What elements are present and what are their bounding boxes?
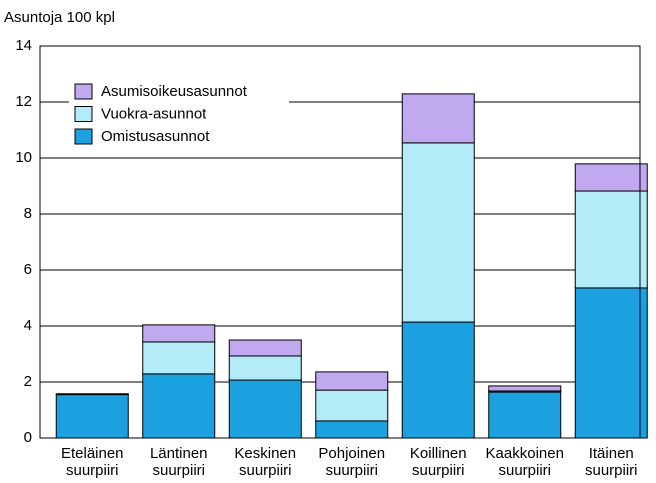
y-tick-label: 6 [24, 261, 32, 278]
y-tick-label: 2 [24, 373, 32, 390]
bar-segment [142, 324, 216, 343]
bar-segment [142, 341, 216, 375]
bar-segment [55, 394, 129, 439]
x-tick-label: Keskinen suurpiiri [234, 445, 296, 479]
y-tick-label: 10 [15, 149, 32, 166]
y-tick-label: 4 [24, 317, 32, 334]
bar-segment [315, 371, 389, 391]
bar-segment [315, 420, 389, 439]
bar-segment [401, 321, 475, 439]
legend-background [69, 78, 289, 152]
bar-segment [488, 385, 562, 392]
bar-segment [574, 287, 648, 439]
bar-segment [488, 391, 562, 439]
legend-swatch [74, 106, 93, 122]
x-tick-label: Koillinen suurpiiri [410, 445, 467, 479]
bar-segment [401, 142, 475, 323]
bar-segment [315, 389, 389, 422]
x-tick-label: Läntinen suurpiiri [150, 445, 208, 479]
y-tick-label: 14 [15, 37, 32, 54]
y-tick-label: 0 [24, 429, 32, 446]
y-tick-label: 12 [15, 93, 32, 110]
plot-frame [39, 45, 641, 439]
bar-segment [142, 373, 216, 439]
bar-segment [228, 355, 302, 381]
bar-segment [228, 339, 302, 357]
x-tick-label: Pohjoinen suurpiiri [318, 445, 385, 479]
y-axis-label: Asuntoja 100 kpl [4, 9, 115, 26]
legend-label: Omistusasunnot [101, 128, 210, 145]
legend-swatch [74, 128, 93, 145]
x-tick-label: Eteläinen suurpiiri [61, 445, 124, 479]
y-tick-label: 8 [24, 205, 32, 222]
bar-segment [228, 379, 302, 439]
x-tick-label: Itäinen suurpiiri [585, 445, 638, 479]
bar-segment [55, 393, 129, 396]
legend-label: Asumisoikeusasunnot [101, 83, 248, 100]
legend-swatch [74, 83, 93, 100]
legend-label: Vuokra-asunnot [101, 105, 207, 122]
bar-segment [574, 190, 648, 289]
x-tick-label: Kaakkoinen suurpiiri [486, 445, 564, 479]
bar-segment [574, 163, 648, 192]
bar-segment [401, 93, 475, 144]
